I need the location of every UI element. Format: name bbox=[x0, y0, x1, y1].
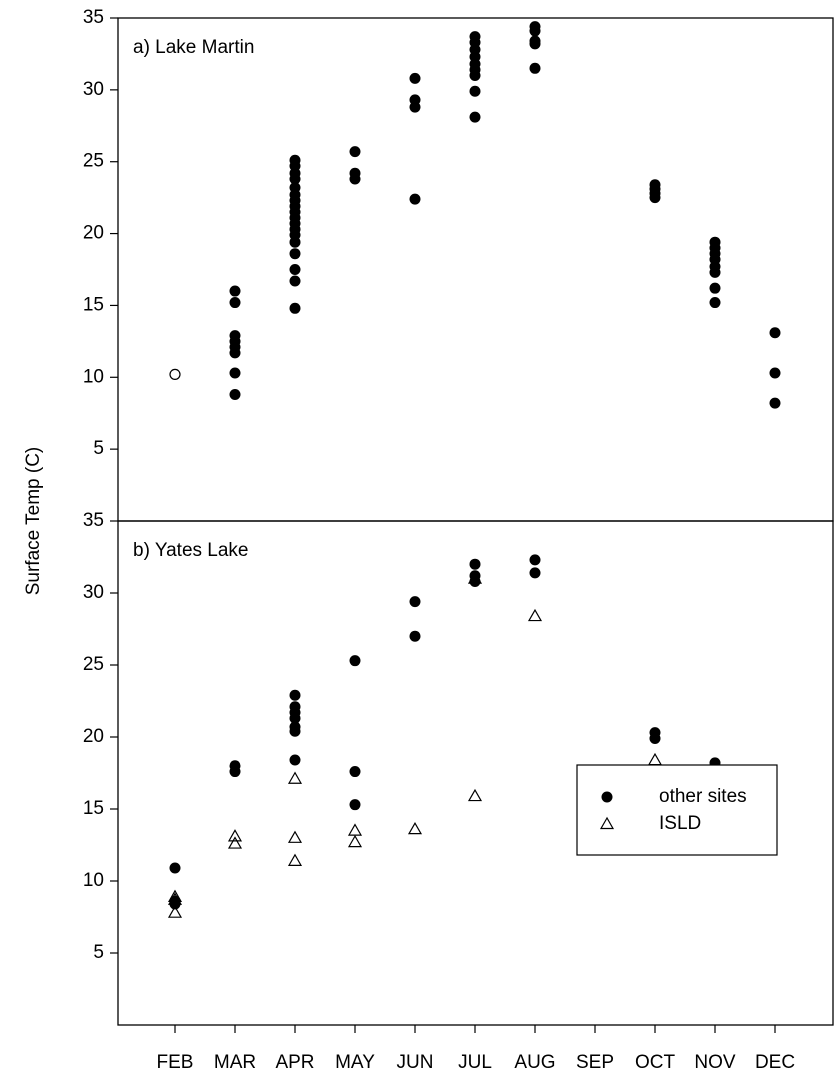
x-tick-label: APR bbox=[275, 1052, 314, 1073]
point bbox=[229, 766, 241, 778]
y-axis-label: Surface Temp (C) bbox=[23, 447, 44, 596]
y-tick-label: 25 bbox=[83, 654, 104, 675]
point bbox=[229, 285, 241, 297]
y-tick-label: 35 bbox=[83, 7, 104, 28]
point bbox=[289, 173, 301, 185]
point bbox=[347, 823, 363, 836]
x-tick-label: JUL bbox=[458, 1052, 492, 1073]
y-tick-label: 10 bbox=[83, 366, 104, 387]
point bbox=[467, 571, 483, 584]
point bbox=[769, 397, 781, 409]
point bbox=[469, 85, 481, 97]
point bbox=[467, 788, 483, 802]
point bbox=[599, 816, 615, 830]
point bbox=[229, 367, 241, 379]
legend-label: other sites bbox=[659, 786, 747, 807]
y-tick-label: 30 bbox=[83, 582, 104, 603]
y-tick-label: 20 bbox=[83, 223, 104, 244]
point bbox=[349, 655, 361, 667]
y-tick-label: 10 bbox=[83, 870, 104, 891]
y-tick-label: 30 bbox=[83, 79, 104, 100]
point bbox=[289, 754, 301, 766]
point bbox=[647, 752, 663, 766]
point bbox=[347, 834, 363, 848]
x-tick-label: AUG bbox=[514, 1052, 555, 1073]
point bbox=[167, 889, 183, 902]
point bbox=[289, 689, 301, 701]
x-tick-label: MAY bbox=[335, 1052, 375, 1073]
point bbox=[529, 62, 541, 74]
point bbox=[167, 892, 183, 905]
point bbox=[289, 236, 301, 248]
point bbox=[409, 596, 421, 608]
point bbox=[287, 771, 303, 784]
point bbox=[407, 821, 423, 835]
point bbox=[709, 297, 721, 309]
point bbox=[601, 791, 613, 803]
y-tick-label: 25 bbox=[83, 151, 104, 172]
point bbox=[709, 282, 721, 294]
point bbox=[409, 72, 421, 84]
point bbox=[229, 389, 241, 401]
point bbox=[349, 799, 361, 811]
point bbox=[409, 630, 421, 642]
point bbox=[289, 712, 301, 724]
y-tick-label: 15 bbox=[83, 294, 104, 315]
y-tick-label: 35 bbox=[83, 510, 104, 531]
point bbox=[527, 608, 543, 622]
point bbox=[287, 853, 303, 866]
point bbox=[469, 111, 481, 123]
point bbox=[349, 173, 361, 185]
point bbox=[769, 327, 781, 339]
x-tick-label: OCT bbox=[635, 1052, 676, 1073]
point bbox=[409, 193, 421, 205]
point bbox=[649, 732, 661, 744]
point bbox=[227, 829, 243, 842]
point bbox=[469, 558, 481, 570]
point bbox=[287, 830, 303, 843]
point bbox=[649, 192, 661, 204]
legend-box bbox=[576, 764, 778, 856]
point bbox=[229, 347, 241, 359]
x-tick-label: SEP bbox=[576, 1052, 614, 1073]
point bbox=[769, 367, 781, 379]
x-tick-label: NOV bbox=[694, 1052, 736, 1073]
point bbox=[289, 264, 301, 275]
point bbox=[709, 266, 721, 278]
point bbox=[529, 25, 541, 37]
point bbox=[349, 146, 361, 158]
x-tick-label: MAR bbox=[214, 1052, 256, 1073]
point bbox=[169, 368, 181, 381]
panel-title: b) Yates Lake bbox=[133, 540, 248, 561]
x-tick-label: JUN bbox=[397, 1052, 434, 1073]
y-tick-label: 15 bbox=[83, 798, 104, 819]
x-tick-label: DEC bbox=[755, 1052, 795, 1073]
point bbox=[469, 69, 481, 81]
point bbox=[169, 862, 181, 874]
point bbox=[529, 567, 541, 579]
y-tick-label: 5 bbox=[93, 438, 104, 459]
y-tick-label: 20 bbox=[83, 726, 104, 747]
point bbox=[289, 248, 301, 260]
y-tick-label: 5 bbox=[93, 942, 104, 963]
point bbox=[229, 297, 241, 309]
point bbox=[289, 302, 301, 314]
x-tick-label: FEB bbox=[157, 1052, 194, 1073]
point bbox=[469, 575, 481, 587]
panel-title: a) Lake Martin bbox=[133, 37, 254, 58]
point bbox=[409, 101, 421, 113]
point bbox=[529, 38, 541, 50]
point bbox=[289, 725, 301, 737]
point bbox=[349, 766, 361, 778]
legend-label: ISLD bbox=[659, 813, 701, 834]
point bbox=[167, 905, 183, 918]
point bbox=[529, 554, 541, 566]
point bbox=[289, 275, 301, 287]
point bbox=[227, 836, 243, 849]
